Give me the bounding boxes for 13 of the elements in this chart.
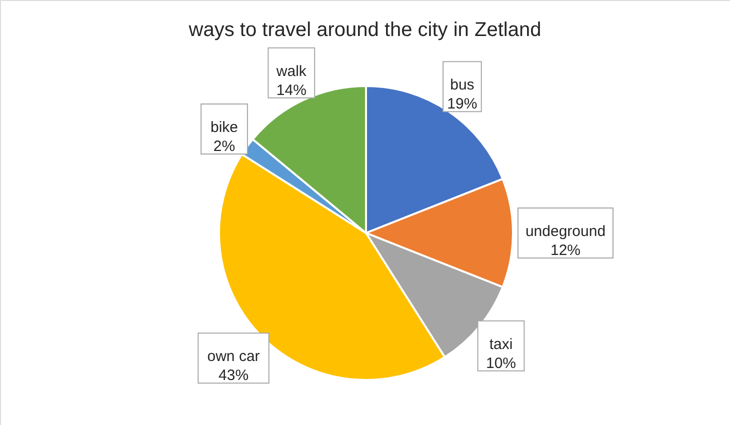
data-label: 19% <box>447 96 478 113</box>
slice-label: walk <box>275 62 307 80</box>
chart-title: ways to travel around the city in Zetland <box>188 19 542 41</box>
data-label: 43% <box>218 367 249 384</box>
data-label: 10% <box>486 354 516 372</box>
slice-label: taxi <box>489 336 513 353</box>
data-label: 2% <box>213 138 236 155</box>
slice-label: bus <box>450 76 474 94</box>
slice-label: bike <box>210 118 238 136</box>
slice-label: undeground <box>525 223 606 240</box>
data-label: 14% <box>276 82 306 99</box>
data-label: 12% <box>550 242 581 259</box>
slice-label: own car <box>207 348 260 366</box>
